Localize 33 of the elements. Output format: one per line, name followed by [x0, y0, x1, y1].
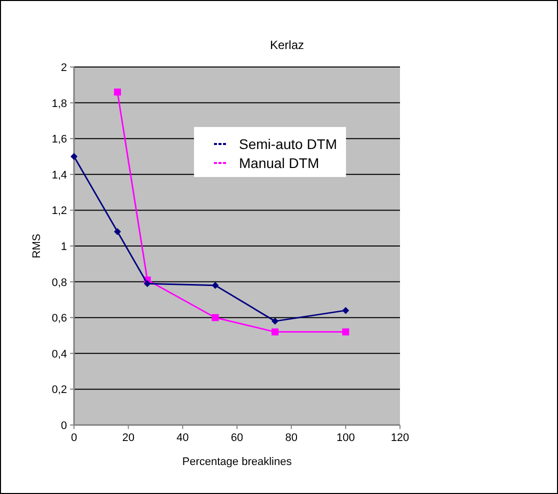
y-tick-label: 0,6	[52, 312, 67, 325]
x-tick-label: 60	[230, 432, 244, 444]
y-tick-label: 0,8	[52, 276, 67, 289]
x-tick-label: 40	[176, 432, 189, 444]
point	[342, 306, 350, 314]
legend-label: Manual DTM	[239, 155, 320, 171]
y-tick-label: 0,4	[52, 348, 67, 360]
x-tick-label: 100	[336, 432, 355, 444]
y-tick-label: 1,2	[52, 205, 67, 218]
y-tick-label: 0,2	[52, 384, 67, 396]
point	[212, 314, 219, 322]
x-tick-label: 120	[390, 432, 410, 444]
x-tick-label: 0	[70, 432, 78, 444]
x-tick-label: 20	[122, 432, 134, 444]
x-axis-title: Percentage breaklines	[182, 456, 292, 468]
point	[70, 153, 78, 160]
y-tick-label: 1,8	[52, 98, 67, 110]
point	[342, 328, 350, 336]
y-tick-label: 0	[60, 420, 67, 432]
legend-label: Semi-auto DTM	[239, 136, 338, 152]
point	[272, 328, 279, 336]
point	[144, 280, 151, 288]
chart-title: Kerlaz	[270, 38, 304, 52]
y-tick-label: 1	[60, 241, 67, 253]
point	[272, 318, 279, 325]
point	[114, 88, 121, 96]
y-tick-label: 2	[60, 62, 67, 74]
y-tick-label: 1,6	[52, 134, 67, 146]
point	[114, 228, 121, 236]
y-axis-title: RMS	[31, 234, 43, 258]
x-tick-label: 80	[285, 432, 298, 444]
point	[212, 282, 219, 289]
y-tick-label: 1,4	[52, 169, 67, 182]
